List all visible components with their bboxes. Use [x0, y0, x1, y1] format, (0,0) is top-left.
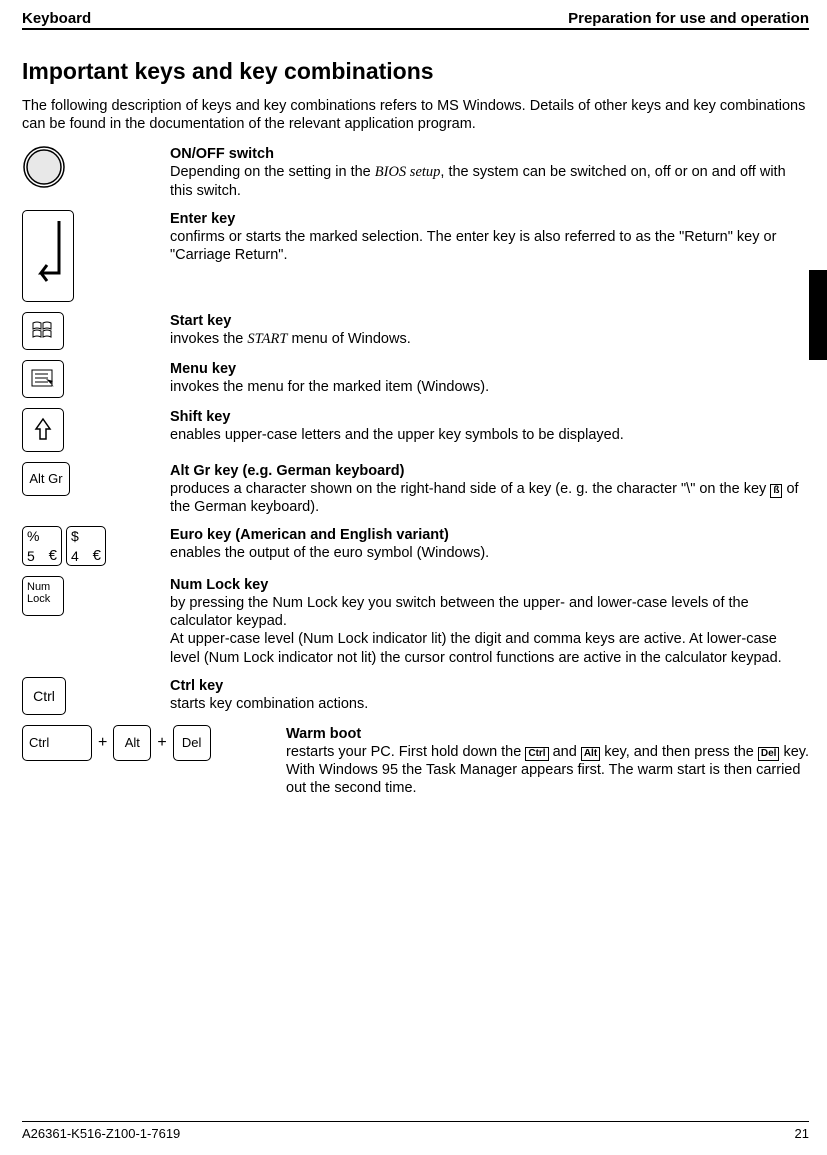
footer-right: 21 [795, 1126, 809, 1141]
ctrl-text: Ctrl key starts key combination actions. [170, 677, 809, 715]
altgr-key-icon: Alt Gr [22, 462, 70, 496]
altgr-text: Alt Gr key (e.g. German keyboard) produc… [170, 462, 809, 516]
onoff-text: ON/OFF switch Depending on the setting i… [170, 145, 809, 199]
alt-combo-icon: Alt [113, 725, 151, 761]
enter-text: Enter key confirms or starts the marked … [170, 210, 809, 302]
shift-text: Shift key enables upper-case letters and… [170, 408, 809, 452]
warmboot-text: Warm boot restarts your PC. First hold d… [286, 725, 809, 798]
side-marker [809, 270, 827, 360]
menu-key-icon [22, 360, 64, 398]
page-title: Important keys and key combinations [22, 58, 809, 85]
header-right: Preparation for use and operation [568, 10, 809, 27]
header-left: Keyboard [22, 10, 91, 27]
intro: The following description of keys and ke… [22, 97, 809, 133]
euro-key-5-icon: % 5 € [22, 526, 62, 566]
ctrl-key-icon: Ctrl [22, 677, 66, 715]
menu-text: Menu key invokes the menu for the marked… [170, 360, 809, 398]
numlock-key-icon: Num Lock [22, 576, 64, 616]
power-button-icon [22, 145, 66, 189]
shift-key-icon [22, 408, 64, 452]
del-combo-icon: Del [173, 725, 211, 761]
plus-icon: + [98, 734, 107, 752]
euro-text: Euro key (American and English variant) … [170, 526, 809, 566]
footer-left: A26361-K516-Z100-1-7619 [22, 1126, 180, 1141]
numlock-text: Num Lock key by pressing the Num Lock ke… [170, 576, 809, 667]
plus-icon: + [157, 734, 166, 752]
enter-key-icon [22, 210, 74, 302]
euro-key-4-icon: $ 4 € [66, 526, 106, 566]
start-key-icon [22, 312, 64, 350]
start-text: Start key invokes the START menu of Wind… [170, 312, 809, 350]
ctrl-combo-icon: Ctrl [22, 725, 92, 761]
